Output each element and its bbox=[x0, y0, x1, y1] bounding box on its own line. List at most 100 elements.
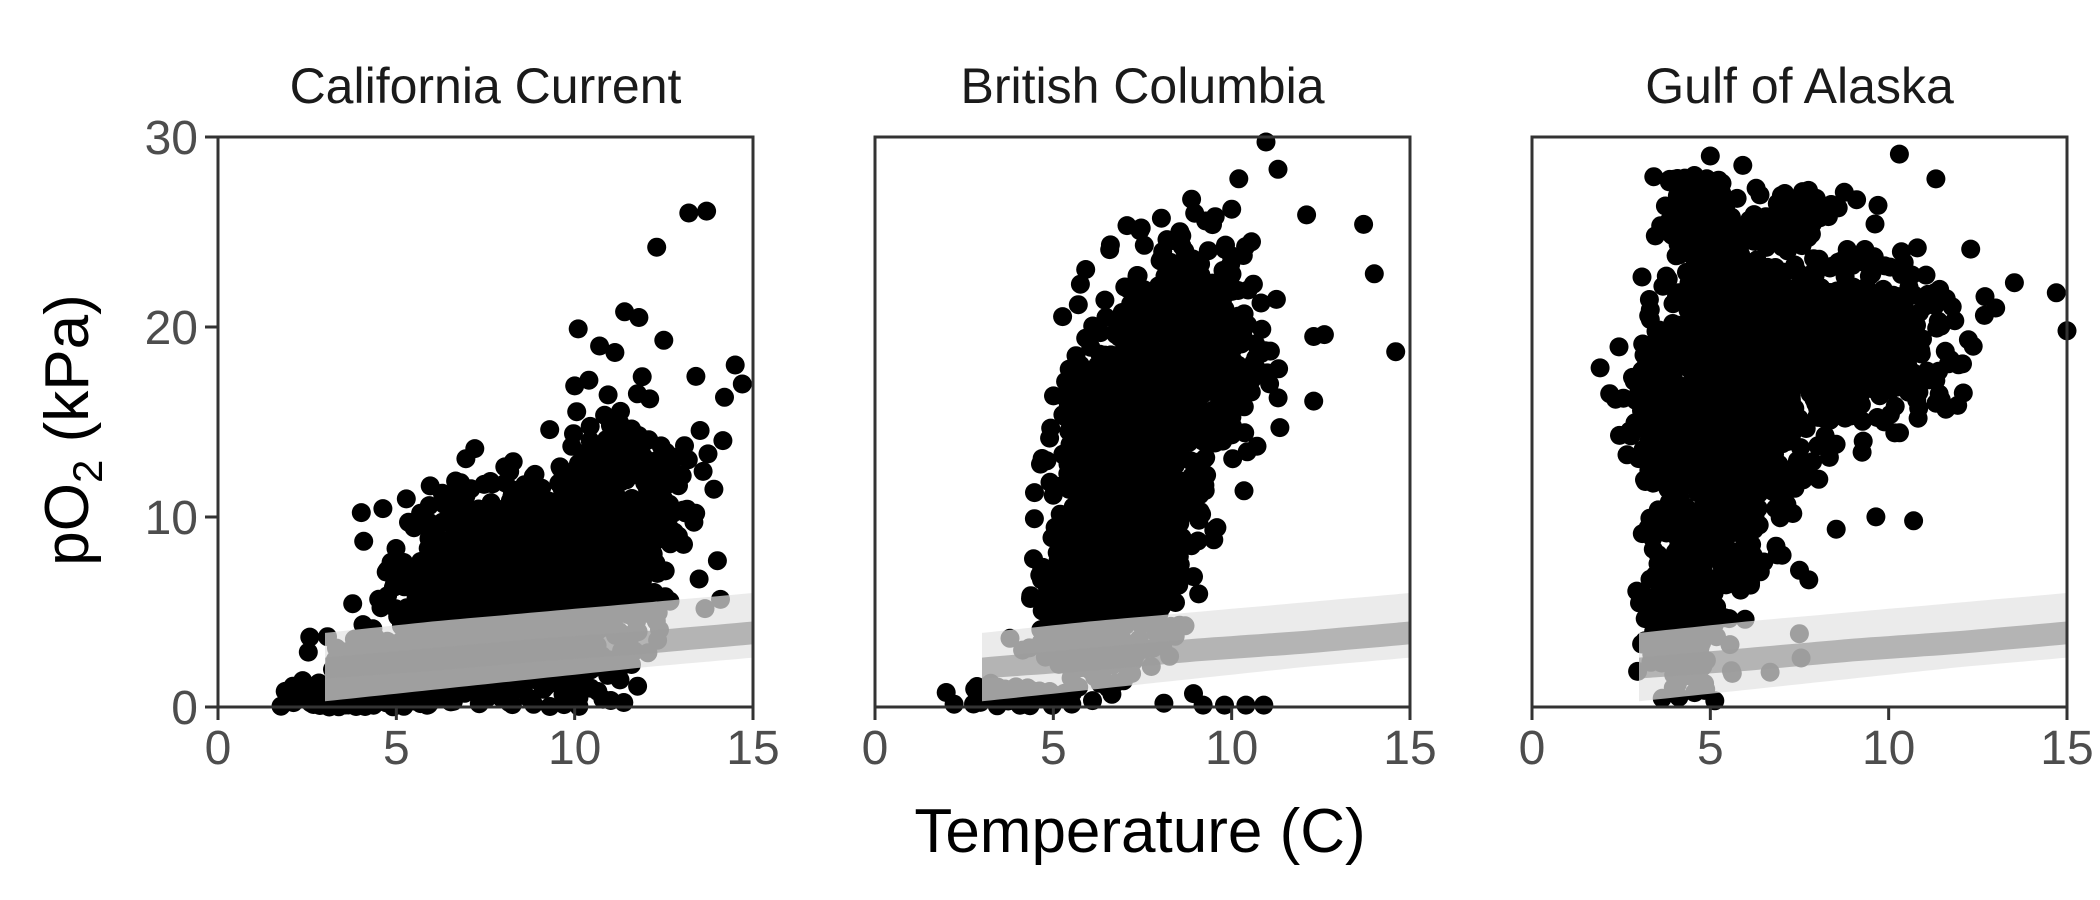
data-point bbox=[539, 542, 559, 562]
data-point bbox=[1157, 230, 1177, 250]
data-point bbox=[1068, 387, 1088, 407]
data-point bbox=[1030, 565, 1050, 585]
data-point bbox=[1096, 572, 1116, 592]
data-point bbox=[597, 476, 617, 496]
data-point bbox=[1183, 355, 1203, 375]
data-point bbox=[1189, 584, 1209, 604]
data-point bbox=[540, 420, 560, 440]
data-point bbox=[644, 583, 664, 602]
data-point bbox=[469, 499, 489, 519]
data-point bbox=[510, 678, 529, 697]
data-point bbox=[565, 500, 585, 520]
data-point bbox=[679, 203, 699, 223]
data-point bbox=[1137, 331, 1157, 351]
data-point bbox=[275, 681, 295, 701]
data-point bbox=[1252, 319, 1272, 339]
data-point bbox=[434, 486, 454, 506]
data-point bbox=[1088, 483, 1108, 503]
data-point bbox=[1021, 589, 1040, 608]
data-point bbox=[568, 319, 588, 339]
panel-title: British Columbia bbox=[960, 58, 1324, 114]
data-point bbox=[512, 538, 532, 558]
data-point bbox=[1234, 304, 1254, 324]
data-point bbox=[431, 567, 450, 586]
data-point bbox=[1124, 417, 1144, 437]
data-point bbox=[615, 302, 635, 322]
data-point bbox=[601, 415, 620, 435]
data-point bbox=[715, 387, 734, 407]
data-point bbox=[396, 489, 416, 509]
data-point bbox=[1266, 289, 1286, 309]
data-point bbox=[1222, 249, 1242, 269]
data-point bbox=[1269, 359, 1289, 379]
data-point bbox=[1193, 695, 1213, 715]
data-point bbox=[1223, 449, 1243, 469]
data-point bbox=[607, 562, 627, 582]
data-point bbox=[1191, 451, 1211, 471]
data-point bbox=[605, 343, 625, 362]
data-point bbox=[1101, 345, 1121, 365]
data-point bbox=[647, 237, 667, 257]
data-point bbox=[304, 695, 323, 714]
data-point bbox=[1187, 292, 1207, 312]
data-point bbox=[1053, 307, 1073, 327]
data-point bbox=[524, 694, 544, 714]
data-point bbox=[1123, 441, 1143, 461]
data-point bbox=[1043, 485, 1063, 505]
data-point bbox=[590, 336, 610, 356]
data-point bbox=[1024, 509, 1044, 529]
data-point bbox=[1100, 523, 1120, 543]
data-point bbox=[654, 466, 674, 486]
panel-title: Gulf of Alaska bbox=[1645, 58, 1954, 114]
data-point bbox=[1166, 297, 1186, 317]
data-point bbox=[1182, 536, 1201, 556]
data-point bbox=[1117, 558, 1137, 578]
data-point bbox=[1154, 693, 1174, 713]
data-point bbox=[1067, 413, 1087, 433]
data-point bbox=[1096, 554, 1116, 574]
data-point bbox=[1177, 388, 1197, 408]
data-point bbox=[1185, 203, 1205, 223]
data-point bbox=[660, 494, 680, 514]
data-point bbox=[1128, 266, 1148, 286]
data-point bbox=[1184, 567, 1203, 587]
data-point bbox=[1164, 517, 1184, 536]
data-point bbox=[629, 308, 649, 327]
data-point bbox=[1205, 290, 1225, 310]
data-point bbox=[1254, 695, 1274, 715]
data-point bbox=[343, 594, 363, 614]
data-point bbox=[1251, 293, 1271, 313]
data-point bbox=[686, 366, 706, 386]
data-point bbox=[690, 421, 710, 440]
data-point bbox=[1236, 695, 1256, 715]
data-point bbox=[1176, 257, 1196, 277]
data-point bbox=[569, 454, 588, 474]
data-point bbox=[1128, 362, 1148, 382]
data-point bbox=[1093, 389, 1113, 409]
data-point bbox=[624, 528, 643, 548]
data-point bbox=[441, 542, 461, 562]
data-point bbox=[654, 330, 674, 350]
data-point bbox=[580, 564, 600, 584]
x-tick-label: 10 bbox=[1205, 722, 1258, 775]
data-point bbox=[1229, 169, 1249, 189]
data-point bbox=[635, 473, 655, 493]
data-point bbox=[965, 679, 985, 699]
panel-title: California Current bbox=[290, 58, 682, 114]
data-point bbox=[1234, 481, 1254, 501]
data-point bbox=[675, 436, 694, 456]
data-point bbox=[1118, 279, 1138, 299]
data-point bbox=[1048, 564, 1068, 584]
data-point bbox=[298, 642, 318, 662]
data-point bbox=[584, 509, 604, 528]
data-point bbox=[1128, 486, 1148, 506]
data-point bbox=[1188, 308, 1208, 328]
data-point bbox=[1086, 589, 1106, 609]
data-point bbox=[1314, 325, 1334, 345]
data-point bbox=[1142, 491, 1162, 511]
data-point bbox=[598, 385, 618, 405]
data-point bbox=[373, 499, 393, 519]
